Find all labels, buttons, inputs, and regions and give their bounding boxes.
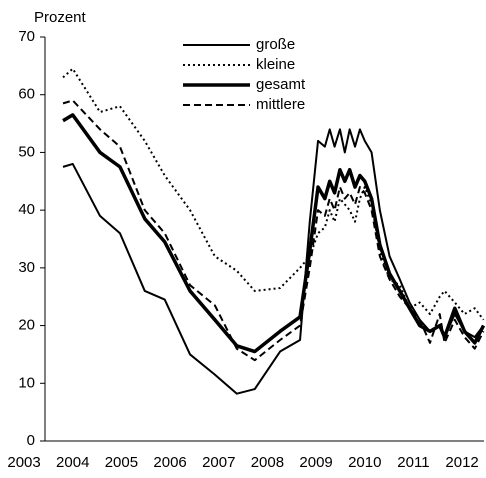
series-line	[62, 67, 485, 321]
x-tick-label: 2005	[105, 454, 138, 471]
x-tick-label: 2006	[153, 454, 186, 471]
y-tick-label: 20	[18, 317, 35, 334]
series-line	[62, 113, 486, 354]
x-tick-label: 2011	[397, 454, 429, 471]
y-axis-label: Prozent	[34, 9, 87, 26]
x-tick-label: 2008	[251, 454, 284, 471]
legend-label: kleine	[256, 56, 295, 73]
y-tick-label: 10	[18, 374, 35, 391]
series-line	[62, 128, 485, 395]
x-tick-label: 2010	[348, 454, 381, 471]
y-tick-label: 70	[18, 28, 35, 45]
y-tick-label: 60	[18, 86, 35, 103]
x-tick-label: 2009	[299, 454, 332, 471]
y-tick-label: 40	[18, 201, 35, 218]
x-tick-label: 2012	[445, 454, 478, 471]
x-tick-label: 2003	[7, 454, 40, 471]
legend-label: große	[256, 36, 295, 53]
y-tick-label: 0	[27, 432, 35, 449]
legend-label: gesamt	[256, 76, 306, 93]
legend-label: mittlere	[256, 96, 305, 113]
x-tick-label: 2007	[202, 454, 235, 471]
y-tick-label: 50	[18, 143, 35, 160]
x-tick-label: 2004	[56, 454, 89, 471]
y-tick-label: 30	[18, 259, 35, 276]
series-line	[62, 99, 485, 362]
